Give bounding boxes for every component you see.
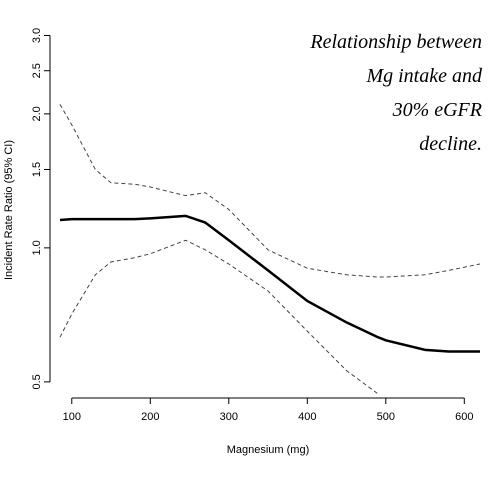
annotation: Relationship between: [309, 31, 482, 53]
x-tick-label: 200: [141, 411, 159, 423]
x-tick-label: 500: [377, 411, 395, 423]
annotation: 30% eGFR: [392, 99, 482, 121]
x-tick-label: 300: [220, 411, 238, 423]
y-axis-label: Incident Rate Ratio (95% CI): [3, 140, 15, 280]
x-tick-label: 600: [455, 411, 473, 423]
x-tick-label: 400: [298, 411, 316, 423]
y-tick-label: 0.5: [31, 374, 43, 389]
series-line: [59, 214, 480, 353]
x-tick-label: 100: [63, 411, 81, 423]
y-tick-label: 2.0: [31, 106, 43, 121]
y-tick-label: 3.0: [31, 28, 43, 43]
annotation: Mg intake and: [365, 65, 483, 87]
y-tick-label: 1.5: [31, 162, 43, 177]
y-tick-label: 1.0: [31, 240, 43, 255]
y-tick-label: 2.5: [31, 63, 43, 78]
series-line: [59, 104, 481, 278]
annotation: decline.: [419, 133, 482, 155]
x-axis-label: Magnesium (mg): [227, 444, 310, 456]
series-line: [59, 239, 379, 395]
